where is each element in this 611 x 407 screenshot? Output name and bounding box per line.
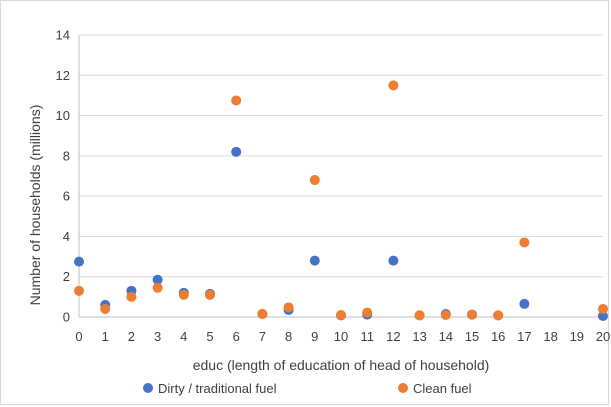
x-tick-label: 3 (154, 329, 161, 344)
point-clean-fuel (414, 310, 425, 321)
x-tick-label: 15 (465, 329, 479, 344)
legend-label-dirty-fuel: Dirty / traditional fuel (158, 381, 277, 396)
x-tick-label: 7 (259, 329, 266, 344)
point-clean-fuel (598, 303, 608, 314)
point-dirty-fuel (598, 310, 608, 321)
y-tick-label: 8 (63, 148, 70, 163)
point-clean-fuel (309, 175, 320, 186)
x-axis-title: educ (length of education of head of hou… (193, 357, 490, 373)
y-tick-label: 4 (63, 229, 70, 244)
point-dirty-fuel (152, 274, 163, 285)
x-tick-label: 2 (128, 329, 135, 344)
legend-marker-dirty-fuel (143, 383, 153, 393)
point-clean-fuel (283, 302, 294, 313)
point-clean-fuel (440, 309, 451, 320)
x-tick-label: 10 (334, 329, 348, 344)
point-clean-fuel (362, 307, 373, 318)
x-tick-label: 18 (543, 329, 557, 344)
x-tick-label: 4 (180, 329, 187, 344)
point-dirty-fuel (231, 146, 242, 157)
y-tick-label: 6 (63, 189, 70, 204)
x-tick-label: 6 (233, 329, 240, 344)
x-tick-label: 17 (517, 329, 531, 344)
x-tick-label: 0 (75, 329, 82, 344)
y-tick-label: 12 (56, 68, 70, 83)
point-clean-fuel (126, 291, 137, 302)
point-clean-fuel (467, 309, 477, 320)
y-tick-label: 2 (63, 269, 70, 284)
point-clean-fuel (257, 308, 268, 319)
x-tick-labels: 0 1 2 3 4 5 6 7 8 9 10 11 12 13 14 15 16 17 18 19 20 (75, 329, 610, 344)
point-clean-fuel (388, 80, 399, 91)
y-tick-labels: 0 2 4 6 8 10 12 14 (56, 28, 70, 325)
x-tick-label: 20 (596, 329, 610, 344)
axes (78, 35, 603, 318)
point-clean-fuel (100, 303, 111, 314)
y-tick-label: 14 (56, 28, 70, 43)
x-tick-label: 14 (439, 329, 453, 344)
point-clean-fuel (178, 289, 189, 300)
point-dirty-fuel (74, 256, 84, 267)
x-tick-label: 9 (311, 329, 318, 344)
gridlines (79, 34, 603, 278)
legend-marker-clean-fuel (398, 383, 408, 393)
y-tick-label: 10 (56, 108, 70, 123)
legend-label-clean-fuel: Clean fuel (413, 381, 472, 396)
point-clean-fuel (152, 282, 163, 293)
point-clean-fuel (493, 310, 504, 321)
x-tick-label: 13 (412, 329, 426, 344)
x-tick-label: 11 (360, 329, 374, 344)
point-clean-fuel (74, 285, 84, 296)
data-points (74, 80, 608, 321)
point-dirty-fuel (388, 255, 399, 266)
point-clean-fuel (205, 289, 215, 300)
y-tick-label: 0 (63, 310, 70, 325)
x-tick-label: 19 (570, 329, 584, 344)
x-tick-label: 12 (386, 329, 400, 344)
y-axis-title: Number of households (millions) (27, 105, 43, 306)
point-clean-fuel (519, 237, 530, 248)
point-clean-fuel (336, 309, 346, 320)
point-dirty-fuel (519, 298, 530, 309)
x-tick-label: 1 (102, 329, 109, 344)
x-tick-label: 5 (206, 329, 213, 344)
x-tick-label: 8 (285, 329, 292, 344)
legend: Dirty / traditional fuel Clean fuel (143, 381, 472, 396)
point-clean-fuel (231, 95, 242, 106)
x-tick-label: 16 (491, 329, 505, 344)
point-dirty-fuel (309, 255, 320, 266)
